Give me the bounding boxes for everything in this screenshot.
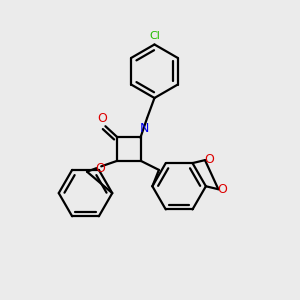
Text: N: N (140, 122, 149, 134)
Text: O: O (97, 112, 107, 125)
Text: O: O (95, 162, 105, 175)
Text: Cl: Cl (149, 31, 160, 41)
Text: O: O (217, 183, 227, 196)
Text: O: O (204, 153, 214, 166)
